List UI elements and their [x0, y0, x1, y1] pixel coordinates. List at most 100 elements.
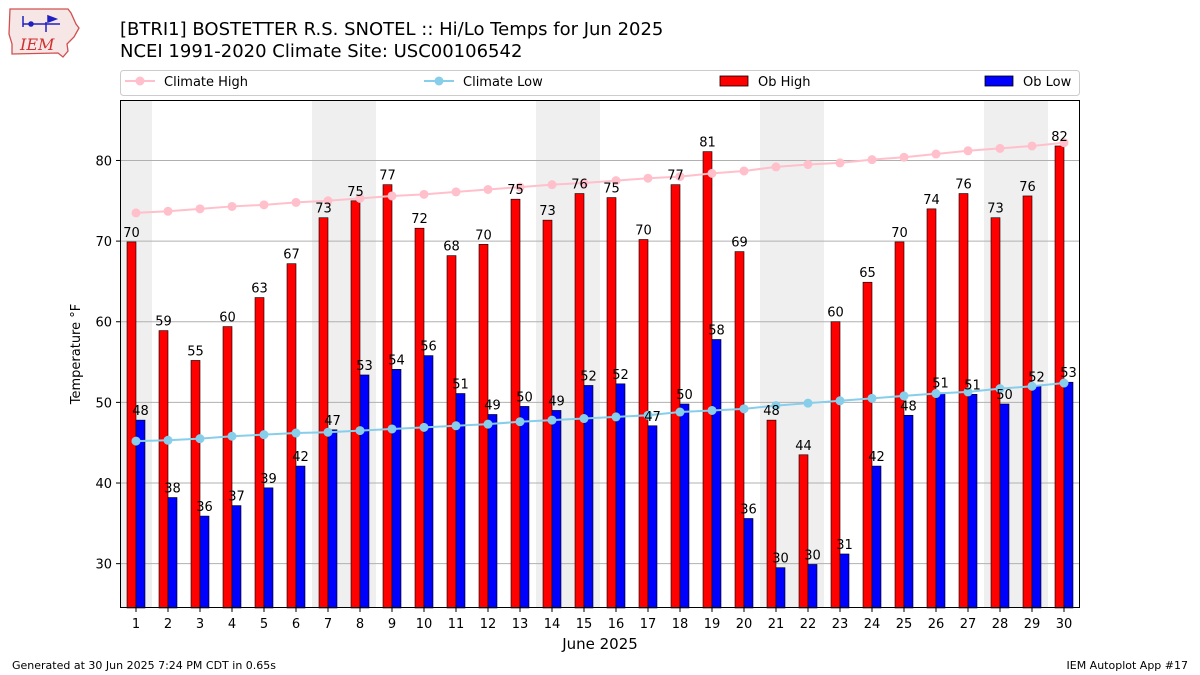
climate-high-point — [195, 204, 205, 214]
ob-high-label: 75 — [507, 183, 524, 198]
ob-high-label: 72 — [411, 212, 428, 227]
climate-high-point — [1027, 141, 1037, 151]
legend-label-climate-high: Climate High — [164, 75, 248, 90]
climate-high-point — [931, 149, 941, 159]
ob-low-bar — [679, 403, 690, 609]
x-tick-label: 26 — [928, 617, 945, 632]
climate-low-point — [195, 434, 205, 444]
ob-high-label: 73 — [987, 202, 1004, 217]
ob-high-label: 70 — [635, 223, 652, 238]
ob-high-bar — [990, 217, 1001, 609]
ob-high-label: 73 — [315, 202, 332, 217]
climate-low-point — [995, 384, 1005, 394]
iem-logo-text: IEM — [19, 35, 55, 54]
x-tick-label: 10 — [416, 617, 433, 632]
legend-item-climate-low: Climate Low — [424, 75, 543, 90]
ob-low-bar — [999, 403, 1010, 609]
ob-low-bar — [743, 518, 754, 609]
climate-low-point — [1027, 381, 1037, 391]
climate-low-point — [963, 387, 973, 397]
ob-high-bar — [382, 184, 393, 609]
ob-low-bar — [519, 406, 530, 609]
x-tick-label: 27 — [960, 617, 977, 632]
climate-high-point — [1059, 138, 1069, 148]
ob-high-label: 60 — [219, 311, 236, 326]
ob-low-bar — [839, 553, 850, 609]
climate-low-point — [803, 398, 813, 408]
ob-low-bar — [775, 567, 786, 609]
climate-high-point — [675, 172, 685, 182]
x-tick-label: 23 — [832, 617, 849, 632]
x-tick-label: 21 — [768, 617, 785, 632]
climate-high-point — [739, 166, 749, 176]
ob-low-label: 37 — [228, 490, 245, 505]
y-tick-label: 60 — [95, 316, 112, 331]
generated-note: Generated at 30 Jun 2025 7:24 PM CDT in … — [12, 659, 276, 672]
ob-low-bar — [647, 425, 658, 609]
ob-low-label: 51 — [964, 378, 981, 393]
climate-low-line — [135, 382, 1065, 443]
climate-low-point — [611, 412, 621, 422]
chart-title: [BTRI1] BOSTETTER R.S. SNOTEL :: Hi/Lo T… — [120, 19, 663, 40]
ob-low-label: 54 — [388, 353, 405, 368]
ob-high-label: 55 — [187, 344, 204, 359]
iem-logo: IEM — [8, 8, 80, 58]
ob-low-label: 56 — [420, 340, 437, 355]
ob-low-label: 52 — [1028, 370, 1045, 385]
ob-high-bar — [926, 208, 937, 609]
climate-low-point — [163, 435, 173, 445]
x-tick-label: 9 — [388, 617, 396, 632]
x-tick-label: 15 — [576, 617, 593, 632]
ob-high-label: 48 — [763, 404, 780, 419]
ob-low-label: 30 — [804, 548, 821, 563]
ob-high-bar — [542, 219, 553, 609]
climate-low-point — [483, 419, 493, 429]
y-tick-label: 50 — [95, 396, 112, 411]
ob-high-label: 60 — [827, 306, 844, 321]
x-tick-label: 1 — [132, 617, 140, 632]
climate-low-point — [547, 415, 557, 425]
ob-high-label: 59 — [155, 315, 172, 330]
x-axis-label: June 2025 — [561, 635, 638, 653]
x-tick-label: 4 — [228, 617, 236, 632]
ob-high-bar — [222, 326, 233, 609]
ob-high-bar — [894, 241, 905, 609]
ob-high-bar — [190, 360, 201, 609]
ob-high-label: 77 — [667, 169, 684, 184]
climate-low-point — [291, 428, 301, 438]
climate-high-point — [515, 182, 525, 192]
ob-high-label: 70 — [123, 226, 140, 241]
ob-low-label: 49 — [548, 394, 565, 409]
ob-low-label: 42 — [868, 450, 885, 465]
x-tick-label: 11 — [448, 617, 465, 632]
weather-station-icon — [22, 14, 60, 32]
legend-item-climate-high: Climate High — [125, 75, 248, 90]
ob-low-label: 50 — [676, 388, 693, 403]
x-tick-label: 7 — [324, 617, 332, 632]
climate-high-point — [643, 173, 653, 183]
ob-high-label: 67 — [283, 248, 300, 263]
climate-high-point — [227, 201, 237, 211]
x-tick-label: 24 — [864, 617, 881, 632]
ob-low-label: 50 — [516, 390, 533, 405]
climate-high-point — [291, 197, 301, 207]
ob-high-label: 69 — [731, 236, 748, 251]
ob-low-label: 36 — [740, 502, 757, 517]
ob-high-bar — [1022, 195, 1033, 609]
climate-low-point — [707, 405, 717, 415]
ob-low-label: 31 — [836, 538, 853, 553]
climate-low-point — [227, 431, 237, 441]
climate-high-point — [355, 193, 365, 203]
chart-subtitle: NCEI 1991-2020 Climate Site: USC00106542 — [120, 41, 522, 62]
climate-lines — [131, 138, 1069, 446]
ob-low-label: 52 — [580, 369, 597, 384]
y-axis-label: Temperature °F — [69, 304, 84, 405]
x-tick-label: 18 — [672, 617, 689, 632]
x-tick-label: 30 — [1056, 617, 1073, 632]
ob-high-label: 82 — [1051, 130, 1068, 145]
ob-high-bar — [766, 419, 777, 609]
ob-high-label: 65 — [859, 266, 876, 281]
climate-low-point — [579, 414, 589, 424]
ob-low-label: 53 — [356, 359, 373, 374]
ob-high-bar — [830, 321, 841, 609]
